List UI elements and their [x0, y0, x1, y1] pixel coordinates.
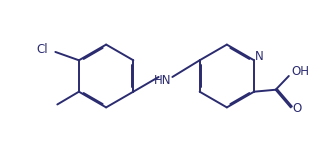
Text: O: O: [293, 102, 302, 115]
Text: Cl: Cl: [36, 43, 47, 56]
Text: N: N: [255, 50, 263, 63]
Text: HN: HN: [154, 74, 171, 87]
Text: OH: OH: [292, 65, 310, 78]
